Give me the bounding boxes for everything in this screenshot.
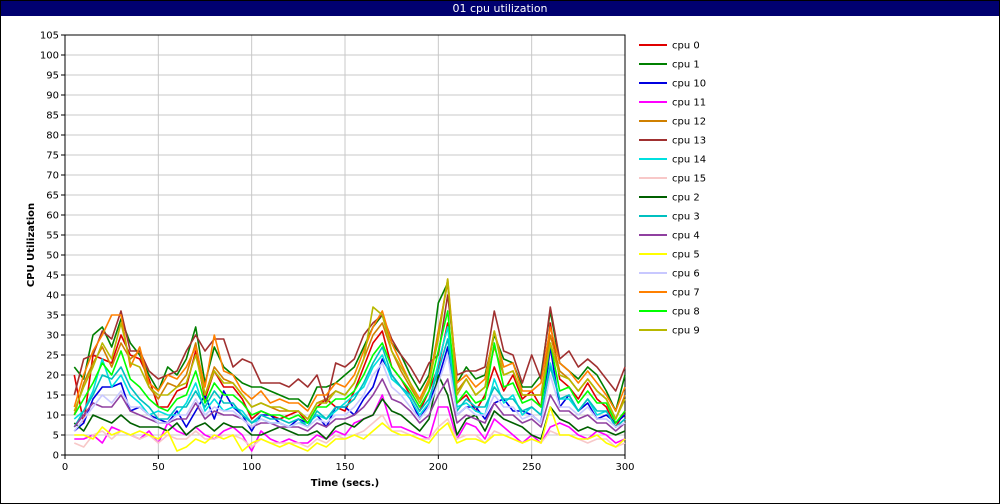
series-line-cpu-2: [73, 374, 626, 440]
y-tick-label: 90: [46, 91, 59, 102]
y-tick-label: 0: [53, 451, 59, 462]
legend-entry: cpu 1: [672, 60, 700, 71]
y-tick-label: 100: [40, 51, 59, 62]
series-line-cpu-0: [73, 322, 626, 428]
y-tick-label: 30: [46, 331, 59, 342]
y-axis-label: CPU Utilization: [26, 203, 37, 287]
series-line-cpu-6: [73, 354, 626, 432]
legend-entry: cpu 3: [672, 212, 700, 223]
series-line-cpu-13: [73, 294, 626, 404]
series-line-cpu-7: [73, 278, 626, 412]
series-line-cpu-1: [73, 282, 626, 412]
y-tick-label: 5: [53, 431, 59, 442]
y-tick-label: 80: [46, 131, 59, 142]
legend-entry: cpu 11: [672, 98, 706, 109]
x-tick-label: 300: [615, 462, 634, 473]
legend-entry: cpu 13: [672, 136, 706, 147]
y-tick-label: 95: [46, 71, 59, 82]
legend-entry: cpu 4: [672, 231, 700, 242]
x-tick-label: 0: [62, 462, 68, 473]
y-tick-label: 65: [46, 191, 59, 202]
y-axis: 0 5 10 15 20 25 30 35 40 45 50 55 60 65 70 75 80 85 90 95 10…: [40, 31, 65, 462]
legend-entry: cpu 5: [672, 250, 700, 261]
x-axis-label: Time (secs.): [311, 478, 380, 489]
x-tick-label: 200: [429, 462, 448, 473]
y-tick-label: 35: [46, 311, 59, 322]
y-tick-label: 40: [46, 291, 59, 302]
legend-entry: cpu 7: [672, 288, 700, 299]
legend-entry: cpu 0: [672, 41, 700, 52]
y-tick-label: 85: [46, 111, 59, 122]
y-tick-label: 70: [46, 171, 59, 182]
y-tick-label: 55: [46, 231, 59, 242]
legend-entry: cpu 8: [672, 307, 700, 318]
legend-entry: cpu 15: [672, 174, 706, 185]
series-line-cpu-8: [73, 310, 626, 424]
legend-entry: cpu 6: [672, 269, 700, 280]
legend-entry: cpu 14: [672, 155, 706, 166]
legend-entry: cpu 12: [672, 117, 706, 128]
legend-entry: cpu 10: [672, 79, 706, 90]
y-tick-label: 45: [46, 271, 59, 282]
y-tick-label: 20: [46, 371, 59, 382]
legend-entry: cpu 2: [672, 193, 700, 204]
y-tick-label: 25: [46, 351, 59, 362]
window-title: 01 cpu utilization: [1, 1, 999, 16]
legend: cpu 0 cpu 1 cpu 10 cpu 11 cpu 12 cpu 13 cpu 14…: [639, 41, 706, 337]
x-tick-label: 150: [335, 462, 354, 473]
series-lines: [73, 278, 626, 452]
series-line-cpu-9: [73, 278, 626, 420]
y-tick-label: 75: [46, 151, 59, 162]
x-tick-label: 50: [152, 462, 165, 473]
y-tick-label: 15: [46, 391, 59, 402]
x-tick-label: 100: [242, 462, 261, 473]
y-tick-label: 105: [40, 31, 59, 42]
x-axis: 0 50 100 150 200 250 300: [62, 455, 635, 473]
series-line-cpu-5: [74, 406, 626, 452]
x-tick-label: 250: [522, 462, 541, 473]
y-tick-label: 50: [46, 251, 59, 262]
y-tick-label: 60: [46, 211, 59, 222]
series-line-cpu-3: [73, 338, 626, 428]
legend-entry: cpu 9: [672, 326, 700, 337]
y-tick-label: 10: [46, 411, 59, 422]
